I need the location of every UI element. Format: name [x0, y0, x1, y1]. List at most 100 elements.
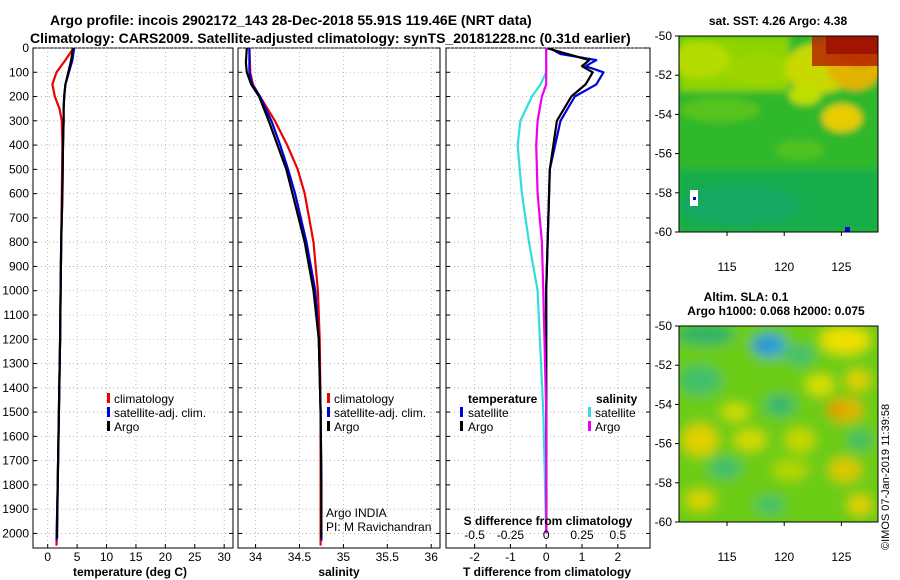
map-y-tick-label: -58	[655, 476, 673, 490]
legend-label-argo: Argo	[114, 420, 140, 434]
map-y-tick-label: -50	[655, 29, 673, 43]
map-y-tick-label: -54	[655, 397, 673, 411]
x-tick-label: 25	[188, 550, 202, 564]
x-tick-label: 15	[129, 550, 143, 564]
x-tick-label: 5	[74, 550, 81, 564]
salinity-panel: 34 34.5 35 35.5 36 climatology satellite-adj…	[237, 47, 441, 579]
x-tick-label: 2	[614, 550, 621, 564]
depth-tick-label: 1200	[2, 332, 29, 346]
depth-tick-label: 1600	[2, 429, 29, 443]
series-line-s-argo	[535, 48, 548, 534]
x-tick-label: 0	[44, 550, 51, 564]
depth-tick-label: 800	[9, 235, 29, 249]
map-x-tick-label: 120	[774, 260, 794, 274]
imos-credit: ©IMOS 07-Jan-2019 11:39:58	[880, 404, 892, 550]
legend-label-climatology: climatology	[334, 392, 394, 406]
sst-map-title: sat. SST: 4.26 Argo: 4.38	[709, 14, 848, 28]
legend-swatch-satellite	[327, 407, 330, 417]
sla-map-title-line2: Argo h1000: 0.068 h2000: 0.075	[687, 304, 865, 318]
x-tick-label: 35.5	[376, 550, 400, 564]
difference-series	[516, 48, 605, 534]
salinity-x-tick-labels: 34 34.5 35 35.5 36	[249, 550, 438, 564]
salinity-series	[244, 48, 323, 546]
depth-tick-label: 300	[9, 114, 29, 128]
legend-swatch-t-satellite	[460, 407, 463, 417]
temperature-gridlines	[33, 47, 233, 548]
legend-swatch-t-argo	[460, 421, 463, 431]
x-tick-label: 0	[543, 550, 550, 564]
temperature-x-tick-labels: 0 5 10 15 20 25 30	[44, 550, 231, 564]
map-x-tick-label: 125	[831, 260, 851, 274]
t-difference-axis-label: T difference from climatology	[463, 565, 631, 579]
sst-map-panel: sat. SST: 4.26 Argo: 4.38	[655, 14, 879, 274]
x-tick-label: -1	[505, 550, 516, 564]
sla-map-ticks: 115 120 125 -50 -52 -54 -56 -58 -60	[655, 319, 852, 564]
s-tick-label: 0	[543, 528, 550, 542]
depth-tick-label: 2000	[2, 526, 29, 540]
x-tick-label: 36	[425, 550, 439, 564]
map-y-tick-label: -56	[655, 147, 673, 161]
s-tick-label: -0.5	[464, 528, 485, 542]
legend-label-t-argo: Argo	[468, 420, 494, 434]
figure-title-line2: Climatology: CARS2009. Satellite-adjuste…	[30, 30, 631, 46]
temperature-x-axis-label: temperature (deg C)	[73, 565, 187, 579]
map-y-tick-label: -60	[655, 515, 673, 529]
series-line-t-argo	[545, 48, 594, 534]
map-y-tick-label: -52	[655, 358, 673, 372]
map-y-tick-label: -54	[655, 107, 673, 121]
map-x-tick-label: 115	[717, 260, 736, 274]
difference-panel: -2 -1 0 1 2 temperature satellite Argo salin…	[445, 47, 651, 579]
depth-tick-label: 1700	[2, 454, 29, 468]
map-y-tick-label: -56	[655, 437, 673, 451]
legend-swatch-s-satellite	[588, 407, 591, 417]
salinity-gridlines	[238, 47, 440, 548]
depth-tick-label: 100	[9, 65, 29, 79]
x-tick-label: 10	[100, 550, 114, 564]
legend-label-satellite: satellite-adj. clim.	[114, 406, 206, 420]
s-difference-axis-label: S difference from climatology	[464, 514, 633, 528]
sst-heatmap	[679, 36, 878, 232]
s-tick-label: 0.5	[609, 528, 626, 542]
s-difference-tick-labels: -0.5 -0.25 0 0.25 0.5	[464, 528, 626, 542]
legend-swatch-satellite	[107, 407, 110, 417]
x-tick-label: 20	[159, 550, 173, 564]
legend-title-salinity: salinity	[596, 392, 638, 406]
legend-swatch-s-argo	[588, 421, 591, 431]
legend-label-s-argo: Argo	[595, 420, 621, 434]
depth-tick-label: 400	[9, 138, 29, 152]
depth-tick-label: 900	[9, 259, 29, 273]
temperature-series	[51, 48, 76, 546]
depth-tick-label: 1000	[2, 284, 29, 298]
legend-label-argo: Argo	[334, 420, 360, 434]
legend-swatch-argo	[107, 421, 110, 431]
map-x-tick-label: 120	[774, 550, 794, 564]
temperature-legend: climatology satellite-adj. clim. Argo	[107, 392, 206, 434]
series-line-argo	[244, 48, 323, 539]
map-x-tick-label: 125	[831, 550, 851, 564]
depth-tick-label: 200	[9, 90, 29, 104]
depth-tick-label: 700	[9, 211, 29, 225]
depth-tick-label: 1400	[2, 381, 29, 395]
map-y-tick-label: -52	[655, 68, 673, 82]
map-y-tick-label: -50	[655, 319, 673, 333]
legend-label-s-satellite: satellite	[595, 406, 636, 420]
argo-india-annotation: Argo INDIA	[326, 506, 387, 520]
depth-tick-label: 500	[9, 162, 29, 176]
legend-swatch-argo	[327, 421, 330, 431]
sla-map-panel: Altim. SLA: 0.1 Argo h1000: 0.068 h2000:…	[655, 290, 879, 564]
x-tick-label: 34.5	[288, 550, 312, 564]
x-tick-label: 1	[579, 550, 586, 564]
s-tick-label: -0.25	[497, 528, 525, 542]
legend-swatch-climatology	[107, 393, 110, 403]
x-tick-label: -2	[469, 550, 480, 564]
series-line-argo	[56, 48, 75, 539]
sst-map-frame	[678, 35, 879, 233]
sla-heatmap	[679, 326, 878, 522]
depth-tick-label: 1900	[2, 502, 29, 516]
sla-map-title-line1: Altim. SLA: 0.1	[704, 290, 789, 304]
difference-plot-frame	[445, 47, 651, 549]
salinity-x-axis-label: salinity	[318, 565, 360, 579]
legend-label-climatology: climatology	[114, 392, 174, 406]
temperature-plot-frame	[32, 47, 234, 549]
salinity-legend: climatology satellite-adj. clim. Argo	[327, 392, 426, 434]
